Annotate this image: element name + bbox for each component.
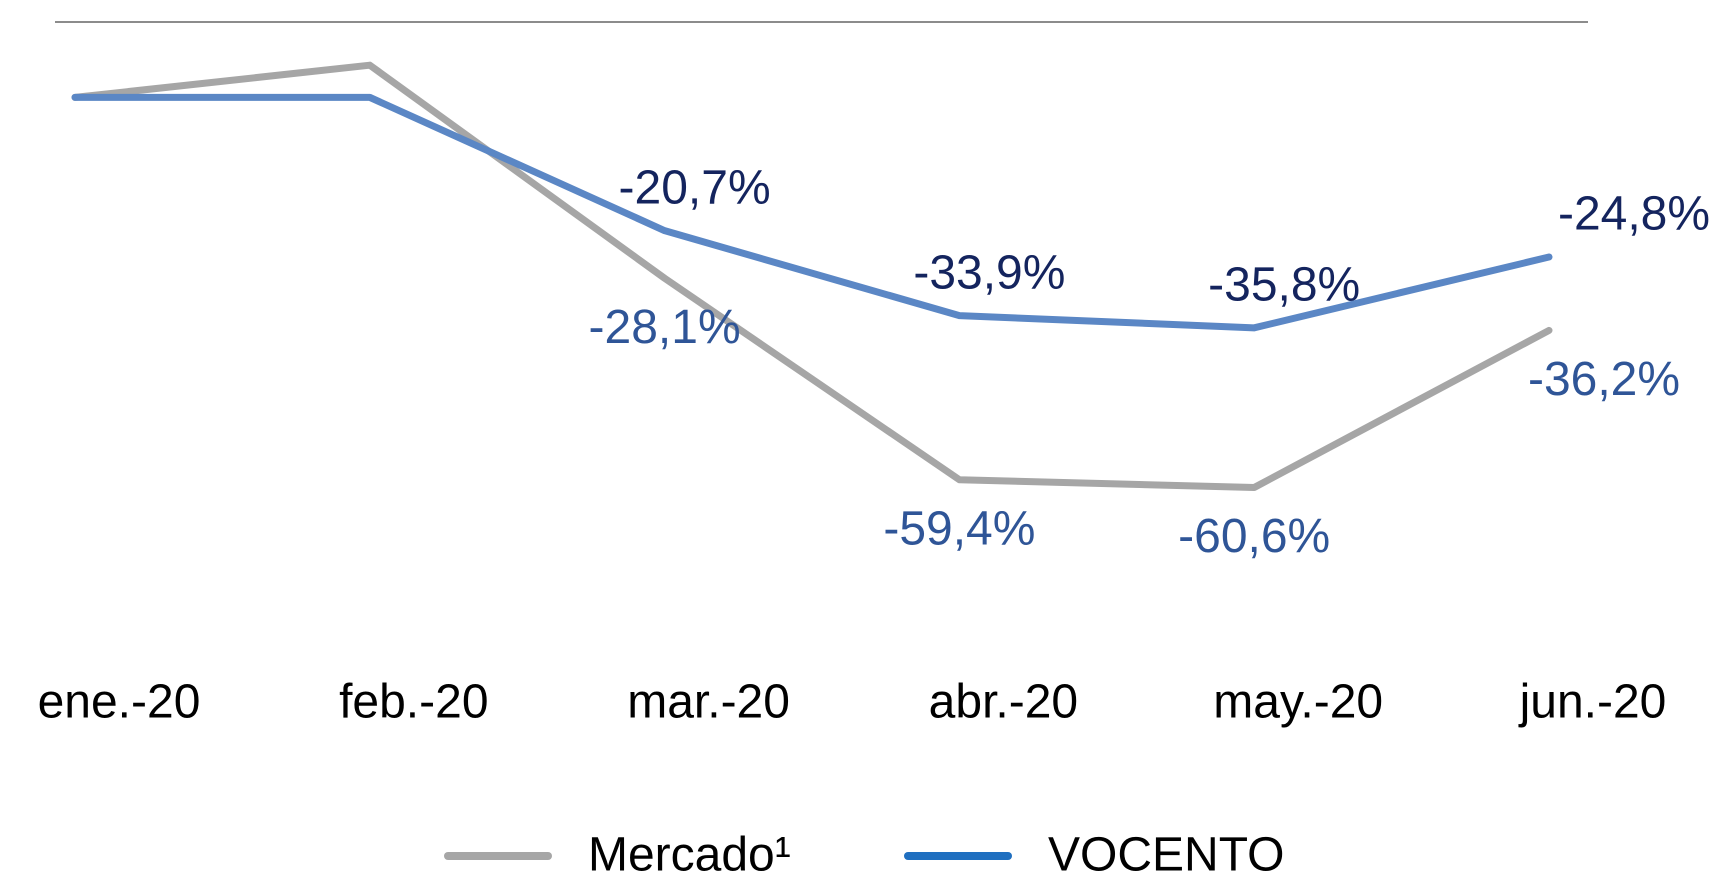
value-label: -60,6% [1178, 510, 1330, 563]
x-tick-label: ene.-20 [38, 676, 201, 729]
value-label: -33,9% [913, 246, 1065, 299]
x-tick-label: mar.-20 [627, 676, 790, 729]
legend-label: Mercado¹ [588, 829, 791, 874]
value-label: -59,4% [883, 502, 1035, 555]
value-label: -28,1% [589, 301, 741, 354]
line-series [71, 61, 1553, 491]
x-tick-label: jun.-20 [1518, 676, 1667, 729]
value-label: -24,8% [1558, 188, 1710, 241]
legend-label: VOCENTO [1048, 829, 1284, 874]
value-label: -36,2% [1528, 353, 1680, 406]
x-tick-label: abr.-20 [929, 676, 1078, 729]
x-tick-label: feb.-20 [339, 676, 488, 729]
value-label: -20,7% [619, 161, 771, 214]
x-tick-label: may.-20 [1213, 676, 1383, 729]
line-series [71, 93, 1553, 332]
value-label: -35,8% [1208, 259, 1360, 312]
